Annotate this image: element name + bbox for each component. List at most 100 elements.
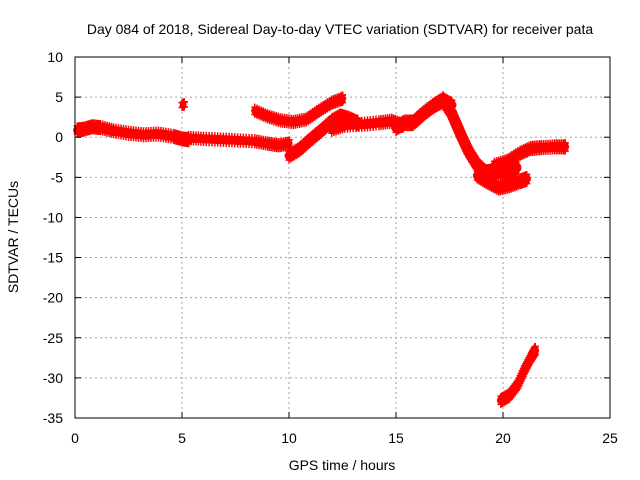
plus-marker xyxy=(475,168,483,185)
plus-marker xyxy=(503,389,511,405)
plus-marker xyxy=(452,114,460,133)
plus-marker xyxy=(493,178,501,195)
y-tick-label: -30 xyxy=(43,370,63,386)
plus-marker xyxy=(446,101,454,121)
plus-marker xyxy=(261,108,269,123)
y-tick-label: -10 xyxy=(43,209,63,225)
series-arc-3 xyxy=(184,130,293,153)
y-tick-label: -15 xyxy=(43,250,63,266)
plus-marker xyxy=(422,103,430,121)
y-tick-label: 5 xyxy=(55,89,63,105)
plus-marker xyxy=(306,131,314,148)
plus-marker xyxy=(396,116,404,134)
plus-marker xyxy=(526,352,534,368)
series-arc-2 xyxy=(178,98,188,112)
plus-marker xyxy=(328,113,336,130)
x-tick-label: 25 xyxy=(602,430,618,446)
plus-marker xyxy=(460,133,468,152)
plus-marker xyxy=(425,100,433,118)
plus-marker xyxy=(459,130,467,149)
plus-marker xyxy=(442,95,450,114)
plus-marker xyxy=(255,105,263,120)
plus-marker xyxy=(180,98,188,111)
plus-marker xyxy=(466,144,474,164)
plus-marker xyxy=(304,110,312,126)
x-tick-label: 5 xyxy=(178,430,186,446)
plus-marker xyxy=(469,149,477,168)
series-band xyxy=(73,122,193,144)
plus-marker xyxy=(414,109,422,127)
plus-marker xyxy=(310,128,318,145)
plus-marker xyxy=(445,99,453,118)
plus-marker xyxy=(329,112,337,129)
plus-marker xyxy=(413,111,421,128)
series-band xyxy=(184,134,293,149)
series-band xyxy=(490,142,570,170)
y-axis-label: SDTVAR / TECUs xyxy=(5,181,21,293)
data-series xyxy=(73,91,570,408)
plus-marker xyxy=(497,392,505,408)
plus-marker xyxy=(418,106,426,124)
plus-marker xyxy=(259,107,267,122)
plus-marker xyxy=(517,369,525,385)
plus-marker xyxy=(523,142,531,158)
plus-marker xyxy=(514,376,522,392)
plus-marker xyxy=(479,161,487,180)
plus-marker xyxy=(456,124,464,143)
plus-marker xyxy=(476,158,484,178)
plus-marker xyxy=(292,143,300,160)
plus-marker xyxy=(315,124,323,141)
plus-marker xyxy=(322,118,330,134)
series-band xyxy=(472,171,531,193)
plus-marker xyxy=(500,391,508,407)
plus-marker xyxy=(331,111,339,128)
plus-marker xyxy=(309,108,317,123)
plus-marker xyxy=(463,139,471,158)
series-arc-4 xyxy=(251,91,347,130)
plus-marker xyxy=(321,119,329,136)
plus-marker xyxy=(301,136,309,153)
plus-marker xyxy=(511,380,519,396)
chart-title: Day 084 of 2018, Sidereal Day-to-day VTE… xyxy=(87,21,594,37)
series-arc-10 xyxy=(490,139,570,173)
plus-marker xyxy=(285,136,293,151)
plus-marker xyxy=(411,112,419,130)
plus-marker xyxy=(392,119,400,136)
plus-marker xyxy=(353,114,361,131)
plus-marker xyxy=(324,116,332,133)
plus-marker xyxy=(503,153,511,169)
plus-marker xyxy=(450,110,458,129)
plus-marker xyxy=(489,177,497,193)
plus-marker xyxy=(520,362,528,378)
plus-marker xyxy=(324,98,332,113)
plus-marker xyxy=(498,392,506,408)
plus-marker xyxy=(453,117,461,136)
plus-marker xyxy=(514,147,522,163)
plus-marker xyxy=(303,134,311,151)
series-band xyxy=(327,117,407,134)
plus-marker xyxy=(448,104,456,123)
plus-marker xyxy=(516,371,524,388)
plus-marker xyxy=(480,162,488,182)
plus-marker xyxy=(531,343,539,359)
plus-marker xyxy=(251,103,259,118)
plus-marker xyxy=(520,144,528,160)
plus-marker xyxy=(491,177,499,194)
plus-marker xyxy=(285,147,293,164)
plus-marker xyxy=(478,160,486,179)
plus-marker xyxy=(472,153,480,173)
plus-marker xyxy=(510,149,518,165)
plus-marker xyxy=(488,176,496,192)
x-tick-label: 15 xyxy=(388,430,404,446)
plus-marker xyxy=(462,136,470,155)
plus-marker xyxy=(305,133,313,150)
plus-marker xyxy=(508,384,516,400)
plus-marker xyxy=(423,102,431,119)
plus-marker xyxy=(525,354,533,370)
series-band xyxy=(251,95,347,126)
y-tick-label: -35 xyxy=(43,410,63,426)
plus-marker xyxy=(257,106,265,121)
plus-marker xyxy=(516,145,524,161)
plus-marker xyxy=(468,147,476,166)
